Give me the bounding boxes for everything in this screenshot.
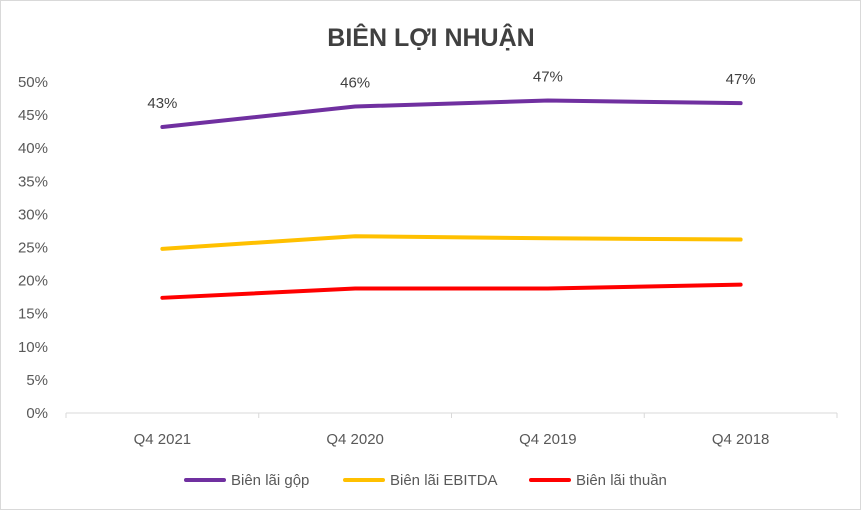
x-tick-label: Q4 2019 (519, 431, 577, 448)
y-tick-label: 20% (18, 273, 48, 290)
y-tick-label: 30% (18, 206, 48, 223)
y-tick-label: 35% (18, 173, 48, 190)
y-tick-label: 15% (18, 306, 48, 323)
x-tick-label: Q4 2021 (134, 431, 192, 448)
data-label: 47% (726, 71, 756, 88)
y-tick-label: 50% (18, 74, 48, 91)
x-tick-label: Q4 2020 (326, 431, 384, 448)
y-tick-label: 0% (26, 405, 48, 422)
series-lines (160, 98, 743, 300)
legend-label: Biên lãi gộp (231, 472, 309, 489)
y-tick-label: 25% (18, 240, 48, 257)
y-tick-label: 45% (18, 107, 48, 124)
data-label: 43% (147, 95, 177, 112)
legend-label: Biên lãi EBITDA (390, 472, 498, 489)
y-tick-label: 40% (18, 140, 48, 157)
series-line (160, 282, 743, 300)
chart-title: BIÊN LỢI NHUẬN (327, 22, 534, 52)
y-tick-label: 10% (18, 339, 48, 356)
x-tick-label: Q4 2018 (712, 431, 770, 448)
series-line (160, 98, 743, 130)
y-axis: 0% 5% 10% 15% 20% 25% 30% 35% 40% 45% 50% (18, 74, 48, 422)
series-line (160, 234, 743, 251)
legend-label: Biên lãi thuần (576, 472, 667, 489)
x-axis: Q4 2021 Q4 2020 Q4 2019 Q4 2018 (65, 413, 838, 448)
y-tick-label: 5% (26, 372, 48, 389)
data-label: 46% (340, 74, 370, 91)
legend: Biên lãi gộp Biên lãi EBITDA Biên lãi thuầ… (184, 472, 667, 489)
data-labels: 43% 46% 47% 47% (147, 69, 755, 112)
data-label: 47% (533, 69, 563, 86)
